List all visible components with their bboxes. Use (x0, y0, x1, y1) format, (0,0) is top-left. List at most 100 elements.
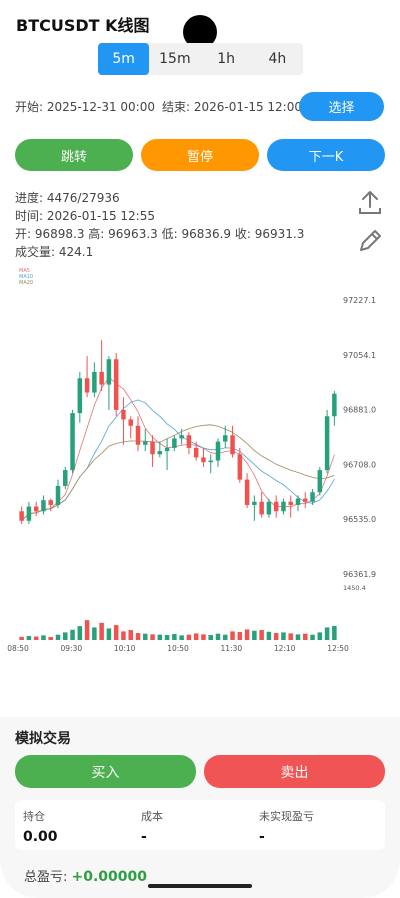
volume-bar (201, 634, 206, 640)
price-tick-label: 97054.1 (343, 351, 376, 360)
candle-body (317, 470, 323, 493)
candle-body (281, 501, 286, 512)
time-tick-label: 12:10 (274, 644, 296, 653)
volume-bar (332, 625, 337, 640)
progress-text: 进度: 4476/27936 (15, 191, 120, 205)
candle-body (26, 506, 32, 521)
ma10-line (21, 399, 335, 522)
volume-bar (193, 633, 199, 640)
candle-body (201, 457, 206, 463)
trade-section-title: 模拟交易 (15, 731, 71, 747)
tab-1h[interactable]: 1h (217, 51, 236, 67)
time-tick-label: 10:50 (167, 644, 189, 653)
legend-ma10: MA10 (19, 274, 33, 280)
volume-bar (121, 631, 126, 640)
volume-text: 成交量: 424.1 (15, 245, 94, 259)
volume-bar (157, 634, 163, 640)
range-start: 开始: 2025-12-31 00:00 (15, 100, 155, 114)
volume-bar (143, 633, 148, 640)
volume-bar (70, 629, 75, 640)
volume-bar (324, 627, 330, 640)
time-tick-label: 10:10 (114, 644, 136, 653)
candle-body (179, 435, 184, 439)
candle-body (48, 500, 53, 505)
volume-bar (150, 634, 155, 640)
time-tick-label: 09:30 (61, 644, 83, 653)
time-tick-label: 08:50 (7, 644, 29, 653)
candle-body (186, 435, 192, 448)
ma20-line (21, 424, 335, 522)
kline-chart[interactable]: MA5 MA10 MA20 97227.1 97054.1 96881.0 96708.0 9… (0, 262, 400, 662)
buy-button[interactable]: 买入 (15, 755, 196, 788)
tab-5m[interactable]: 5m (98, 43, 150, 75)
volume-bar (266, 631, 272, 640)
candle-body (63, 470, 68, 486)
candle-body (106, 359, 112, 385)
volume-bar (303, 633, 308, 640)
candle-body (150, 441, 155, 455)
volume-bar (310, 634, 315, 640)
volume-bar (63, 632, 68, 640)
volume-bar (259, 630, 264, 640)
pause-button[interactable]: 暂停 (141, 139, 259, 171)
volume-bar (288, 633, 293, 640)
upload-icon[interactable] (355, 188, 385, 218)
volume-bar (48, 637, 53, 640)
candle-body (303, 498, 308, 502)
interval-tabs: 5m 15m 1h 4h (98, 43, 303, 75)
ohlc-text: 开: 96898.3 高: 96963.3 低: 96836.9 收: 9693… (15, 227, 305, 241)
tab-15m[interactable]: 15m (159, 51, 191, 67)
volume-bar (273, 633, 279, 640)
volume-bar (19, 636, 24, 640)
candle-body (230, 435, 235, 455)
volume-bar (172, 634, 177, 640)
volume-bar (208, 635, 213, 640)
volume-bar (215, 633, 221, 640)
volume-bar (317, 632, 323, 640)
candle-body (143, 441, 148, 445)
tab-4h[interactable]: 4h (268, 51, 287, 67)
total-pnl: 总盈亏: +0.00000 (24, 866, 147, 885)
candle-body (135, 425, 141, 445)
candle-body (288, 501, 293, 505)
cost-value: - (141, 829, 147, 845)
total-pnl-label: 总盈亏: (24, 870, 72, 885)
price-tick-label: 96361.9 (343, 570, 376, 579)
candle-body (77, 378, 83, 414)
volume-bar (223, 634, 228, 640)
pencil-icon[interactable] (355, 226, 385, 256)
candle-body (164, 447, 170, 452)
candle-body (310, 492, 315, 502)
unrealized-label: 未实现盈亏 (259, 810, 314, 823)
candle-body (215, 441, 221, 461)
legend-ma5: MA5 (19, 268, 30, 274)
volume-bar (106, 628, 112, 640)
position-stats: 持仓 0.00 成本 - 未实现盈亏 - (15, 800, 385, 850)
candle-body (121, 409, 126, 420)
time-tick-label: 11:30 (221, 644, 243, 653)
candle-body (252, 501, 257, 505)
select-range-button[interactable]: 选择 (299, 92, 384, 121)
volume-bar (77, 626, 83, 640)
cost-label: 成本 (141, 810, 163, 823)
candle-body (259, 501, 264, 515)
jump-button[interactable]: 跳转 (15, 139, 133, 171)
volume-bar (135, 633, 141, 640)
price-tick-label: 97227.1 (343, 296, 376, 305)
volume-bar (164, 635, 170, 640)
candle-body (128, 419, 133, 426)
volume-bar (237, 632, 243, 640)
volume-bar (128, 630, 133, 640)
volume-bar (252, 630, 257, 640)
candle-body (266, 501, 272, 515)
sell-button[interactable]: 卖出 (204, 755, 385, 788)
price-tick-label: 96881.0 (343, 406, 376, 415)
volume-bar (295, 634, 301, 640)
legend-ma20: MA20 (19, 280, 33, 286)
range-end: 结束: 2026-01-15 12:00 (162, 100, 302, 114)
home-indicator[interactable] (148, 884, 252, 888)
next-candle-button[interactable]: 下一K (267, 139, 385, 171)
candle-body (244, 479, 250, 505)
